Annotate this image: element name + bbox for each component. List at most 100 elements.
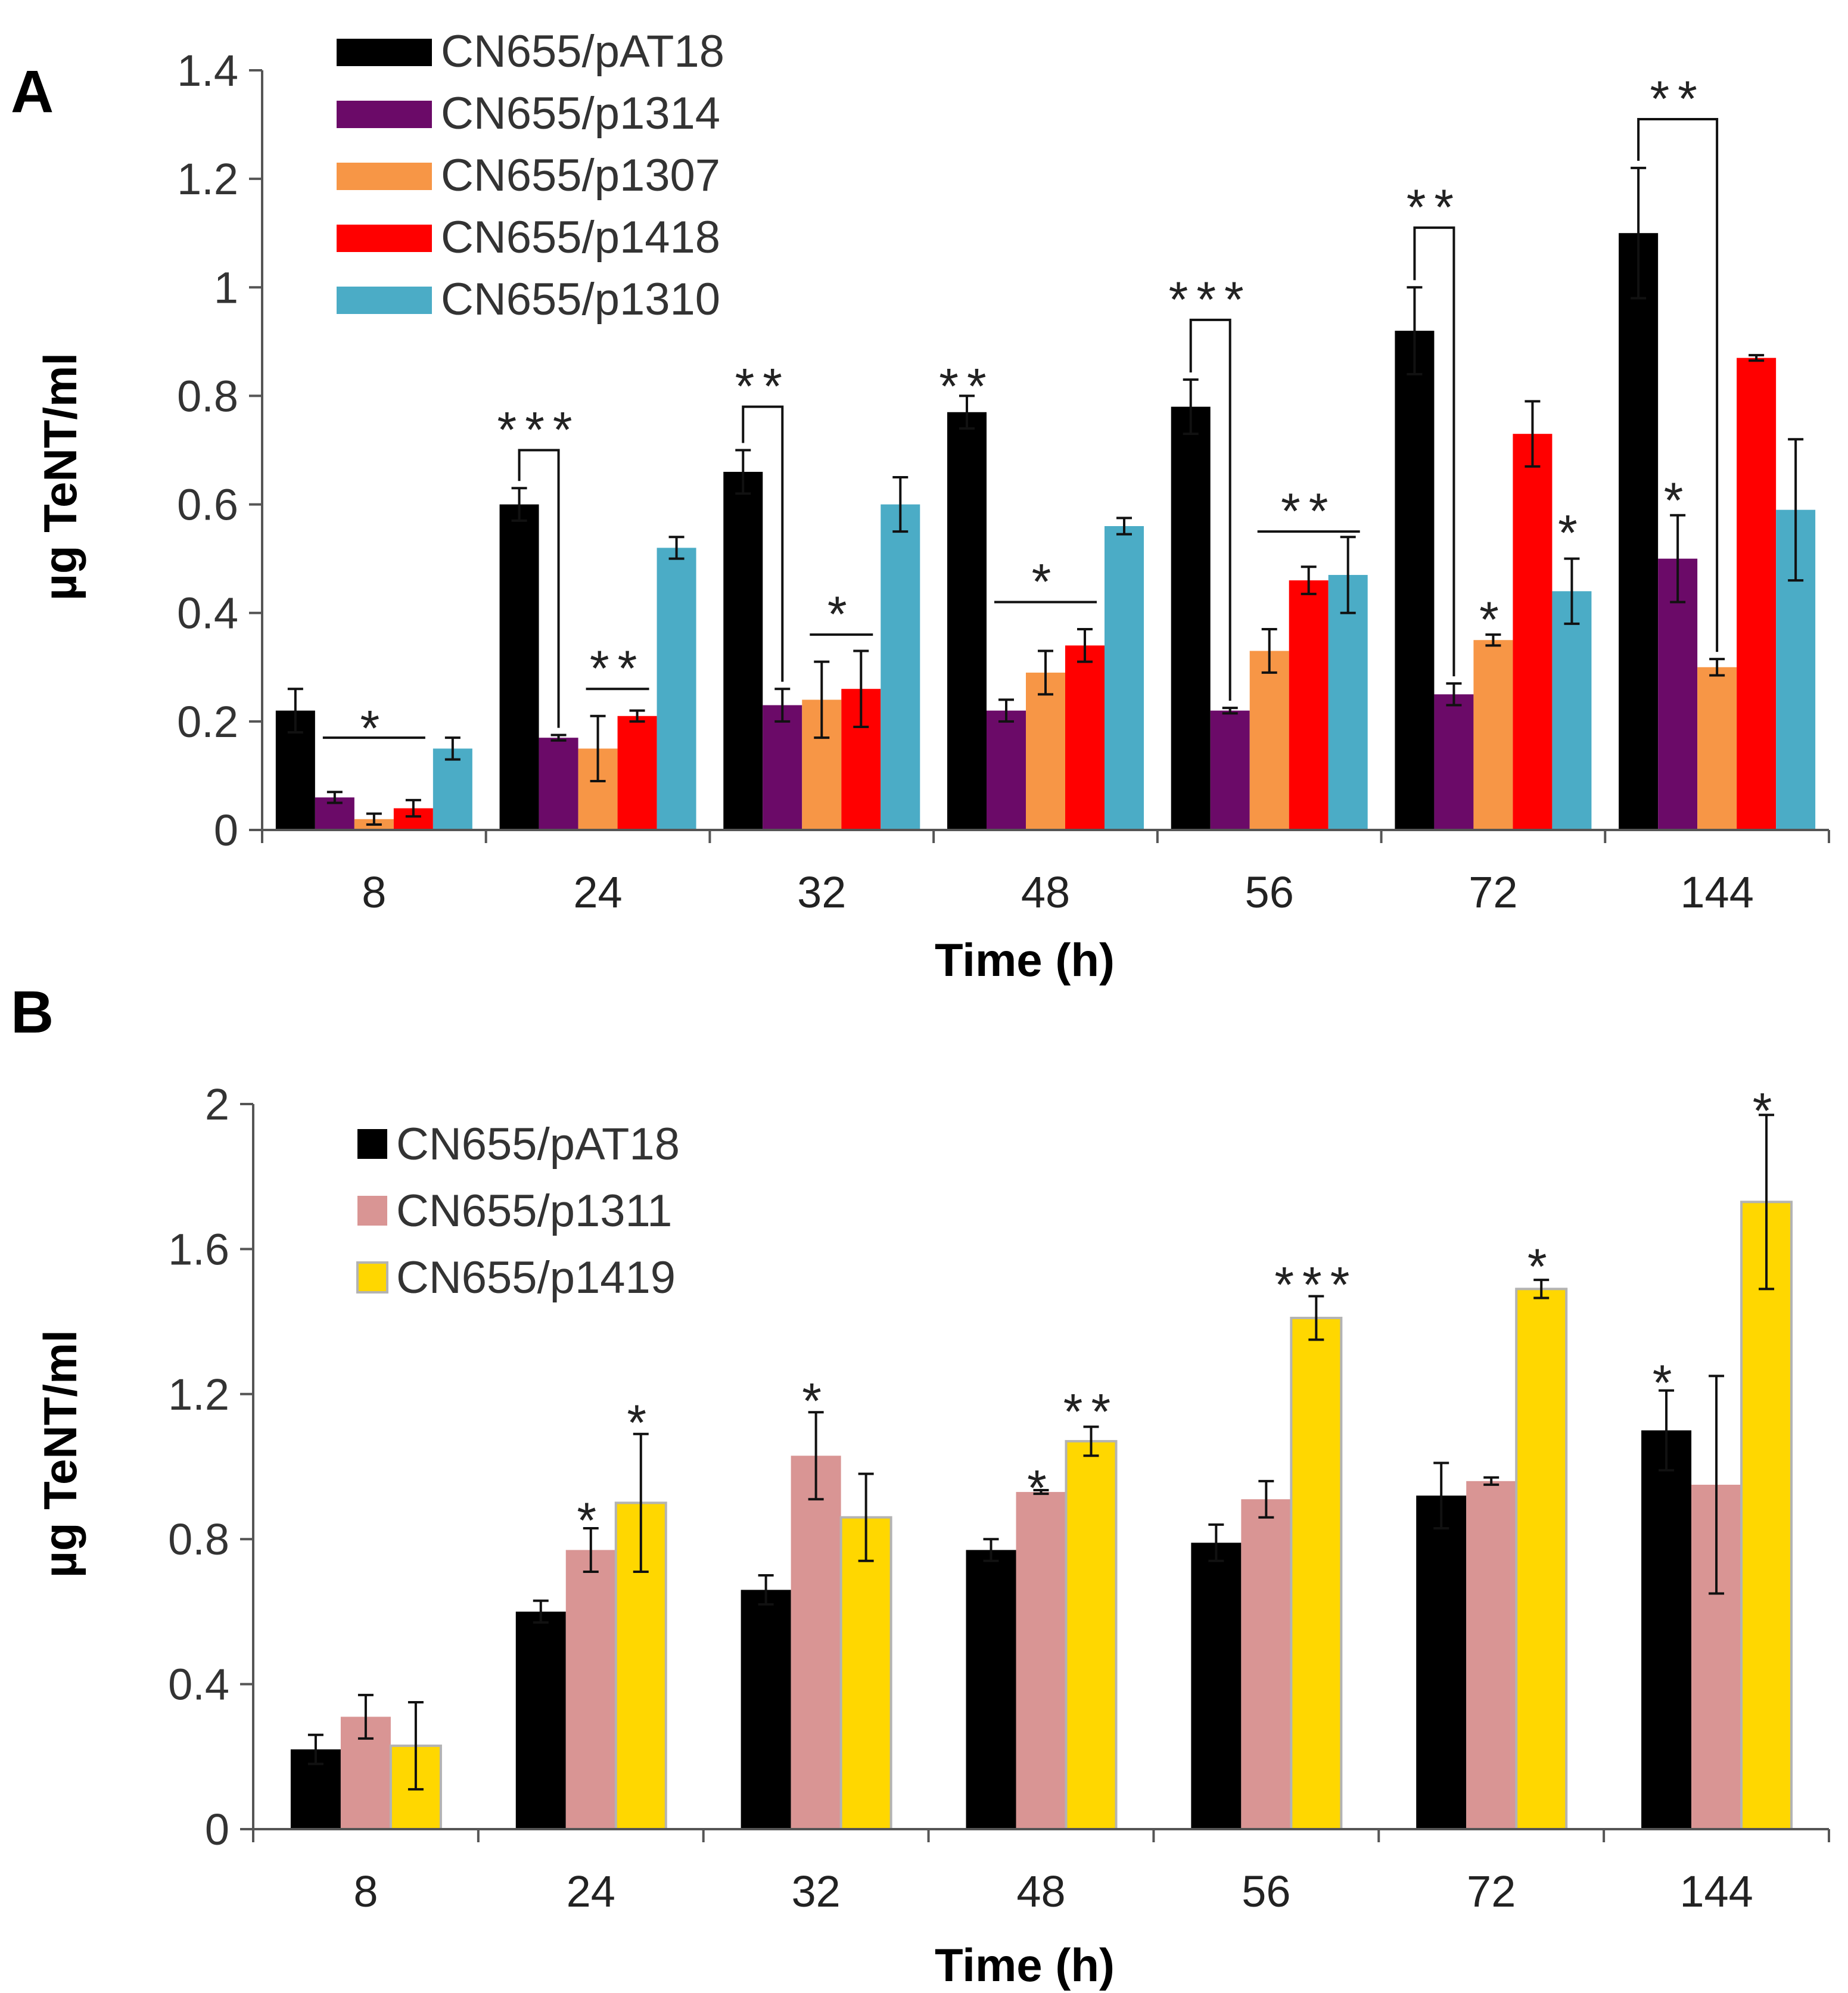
panel-a-significance-bracket [1189, 318, 1231, 701]
panel-a-x-tick-label: 72 [1469, 868, 1517, 917]
panel-b-significance-label: * [1527, 1239, 1555, 1295]
panel-a-bar [499, 504, 539, 830]
panel-a-bar [763, 705, 802, 830]
panel-a-significance-bracket [1637, 117, 1719, 652]
panel-a-bar [1697, 667, 1737, 830]
panel-b-bar [1515, 1288, 1568, 1830]
panel-a-significance-label: * [1479, 592, 1507, 648]
panel-b-legend-swatch [356, 1261, 388, 1294]
panel-a-significance-label: ** [1407, 179, 1462, 235]
panel-a-bar [881, 504, 920, 830]
panel-a-significance-label: ** [1650, 70, 1705, 126]
panel-a-bar [723, 471, 763, 830]
panel-b-label: B [11, 979, 54, 1046]
panel-a-significance-label: ** [590, 641, 645, 697]
panel-a-bar [617, 716, 657, 830]
panel-b-x-axis-title: Time (h) [935, 1939, 1115, 1991]
panel-a-bar [1171, 406, 1211, 830]
panel-a-significance-label: *** [1169, 271, 1252, 327]
panel-b-y-tick-label: 0.8 [168, 1515, 229, 1564]
panel-b-bar [1466, 1481, 1517, 1829]
panel-a-significance-label: * [1032, 554, 1060, 610]
panel-a-significance-label: *** [497, 402, 581, 458]
panel-a-bar [1395, 331, 1435, 830]
panel-a-y-tick-label: 0.4 [177, 589, 238, 638]
panel-a-x-tick-label: 56 [1245, 868, 1294, 917]
panel-a-y-tick-label: 1 [214, 263, 238, 312]
panel-b-bar [966, 1550, 1016, 1829]
panel-a-significance-bracket [742, 405, 784, 682]
panel-a-y-tick-label: 1.2 [177, 154, 238, 204]
panel-a-legend-swatch [337, 163, 432, 190]
panel-a-y-tick-label: 0.8 [177, 371, 238, 421]
panel-a-legend-swatch [337, 287, 432, 314]
panel-b-bar [1641, 1430, 1692, 1829]
panel-b-y-tick-label: 2 [205, 1080, 229, 1129]
panel-b-x-tick-label: 32 [791, 1867, 840, 1916]
panel-b-legend: CN655/pAT18 CN655/p1311 CN655/p1419 [356, 1119, 680, 1303]
panel-a-x-tick-label: 144 [1680, 868, 1753, 917]
panel-b-y-tick-label: 1.6 [168, 1224, 229, 1274]
panel-b-legend-label: CN655/p1419 [396, 1252, 676, 1303]
panel-a-label: A [11, 58, 54, 125]
panel-b-bar [515, 1611, 566, 1829]
panel-b-significance-label: * [627, 1394, 655, 1450]
panel-b-y-tick-label: 0 [205, 1805, 229, 1854]
panel-a-significance-label: * [1558, 505, 1586, 561]
panel-a-legend-swatch [337, 225, 432, 252]
panel-b-bar [1191, 1543, 1242, 1829]
panel-a-y-tick-label: 1.4 [177, 46, 238, 95]
panel-b-legend-swatch [357, 1129, 387, 1159]
panel-b-significance: ** ******* *** [577, 1083, 1781, 1549]
panel-a-significance-bracket [1413, 226, 1455, 677]
panel-b-y-tick-label: 0.4 [168, 1660, 229, 1709]
panel-b-bar [1016, 1492, 1066, 1829]
panel-a-bar [1434, 694, 1474, 830]
panel-b-significance-label: * [577, 1493, 605, 1549]
panel-a-bar [539, 738, 578, 830]
panel-a-legend-label: CN655/pAT18 [441, 26, 724, 77]
panel-a-error-bars [287, 166, 1804, 826]
panel-b-y-axis-title: µg TeNT/ml [34, 1330, 86, 1578]
panel-a-bar [947, 412, 987, 830]
panel-b-bar [565, 1550, 616, 1829]
panel-a-y-tick-label: 0 [214, 806, 238, 855]
panel-b-x-axis: 8 24 32 48 56 72 144 [252, 1828, 1830, 1916]
panel-b-bar [791, 1456, 841, 1829]
panel-b-bar [1241, 1499, 1292, 1829]
panel-a-x-tick-label: 32 [797, 868, 846, 917]
panel-a-significance: ************************ [322, 70, 1719, 756]
panel-a-bar [1026, 672, 1065, 830]
panel-b-x-tick-label: 24 [567, 1867, 615, 1916]
panel-b-significance-label: ** [1063, 1383, 1119, 1439]
panel-a-legend-label: CN655/p1310 [441, 274, 720, 325]
panel-b-error-bars [307, 1114, 1775, 1791]
panel-a-y-axis: 0 0.2 0.4 0.6 0.8 1 1.2 1.4 [177, 46, 263, 855]
panel-a-significance-bracket [518, 449, 560, 728]
panel-b-significance-label: * [802, 1373, 830, 1429]
panel-a-bar [1473, 640, 1513, 830]
panel-b-bar [1065, 1439, 1118, 1830]
panel-a-x-tick-label: 24 [573, 868, 622, 917]
panel-b-bar [839, 1516, 892, 1830]
panel-a-bar [1658, 558, 1698, 830]
panel-b-significance-label: * [1653, 1354, 1681, 1410]
panel-b-legend-swatch [357, 1196, 387, 1226]
panel-b-significance-label: * [1753, 1083, 1781, 1139]
panel-a-significance-label: * [360, 700, 388, 756]
panel-a-bar [987, 710, 1026, 830]
panel-b-significance-label: * [1027, 1460, 1055, 1516]
panel-a-legend-label: CN655/p1418 [441, 212, 720, 263]
panel-b-legend-label: CN655/p1311 [396, 1186, 672, 1236]
panel-a-y-tick-label: 0.2 [177, 697, 238, 747]
panel-a-y-axis-title: µg TeNT/ml [34, 353, 86, 601]
panel-a-x-axis: 8 24 32 48 56 72 144 [261, 829, 1830, 917]
panel-a-x-axis-title: Time (h) [935, 934, 1115, 986]
panel-a-bar [433, 748, 472, 830]
panel-a-x-tick-label: 48 [1021, 868, 1070, 917]
panel-a-bar [1105, 526, 1144, 830]
panel-b-y-axis: 0 0.4 0.8 1.2 1.6 2 [168, 1080, 254, 1854]
panel-a-legend: CN655/pAT18 CN655/p1314 CN655/p1307 CN655/p… [337, 26, 724, 325]
panel-a-bar [1249, 651, 1289, 830]
